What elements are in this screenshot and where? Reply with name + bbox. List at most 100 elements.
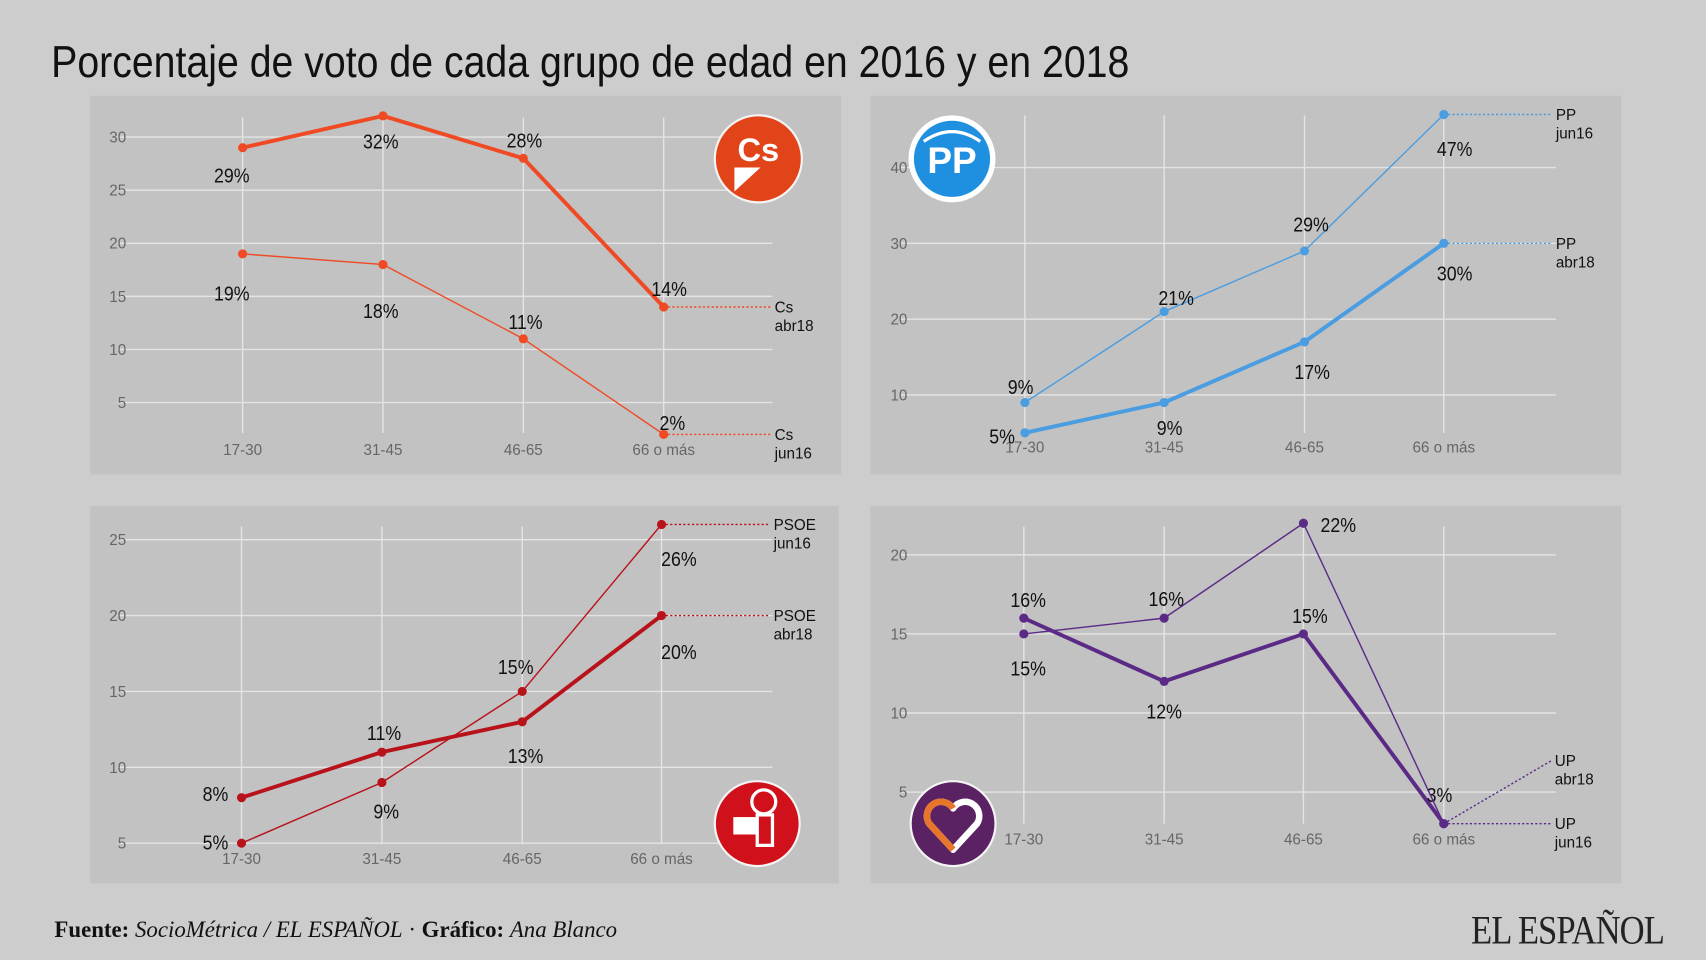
series-end-label: PSOE abr18 xyxy=(774,608,816,643)
series-end-label-line: Cs xyxy=(775,299,794,316)
data-label: 2% xyxy=(660,413,686,436)
data-point xyxy=(1298,518,1308,528)
chart-panel-pp: 10 20 30 40 17-30 31-45 46-65 66 o más 9% 21% 29% 4… xyxy=(870,95,1622,475)
y-tick-label: 10 xyxy=(109,760,126,777)
cs-logo-triangle xyxy=(734,167,761,192)
y-tick-label: 15 xyxy=(109,289,126,306)
series-end-label-line: jun16 xyxy=(1554,835,1592,852)
data-label: 29% xyxy=(214,165,250,188)
data-point xyxy=(518,334,528,344)
series-end-label-line: abr18 xyxy=(1555,772,1594,789)
pp-logo-text: PP xyxy=(927,140,976,181)
pp-logo-gull xyxy=(922,130,982,143)
data-point xyxy=(1159,676,1169,686)
data-label: 12% xyxy=(1146,701,1182,724)
series-end-label: UP abr18 xyxy=(1555,753,1594,788)
data-label: 5% xyxy=(989,427,1015,450)
data-point xyxy=(1019,613,1029,623)
x-tick-label: 46-65 xyxy=(1284,831,1323,848)
data-label: 14% xyxy=(651,279,687,302)
series-end-label: UP jun16 xyxy=(1554,816,1592,851)
y-tick-label: 30 xyxy=(890,236,907,253)
data-label: 11% xyxy=(508,312,542,335)
x-tick-label: 66 o más xyxy=(632,442,695,459)
series-line-up-jun16 xyxy=(1023,522,1445,824)
series-end-label: PP abr18 xyxy=(1556,236,1595,271)
x-tick-label: 31-45 xyxy=(364,442,403,459)
data-point xyxy=(1019,629,1029,639)
footer-credits: Fuente: SocioMétrica / EL ESPAÑOL · Gráf… xyxy=(54,916,617,943)
data-label: 21% xyxy=(1158,288,1194,311)
series-end-label-line: abr18 xyxy=(775,318,814,335)
data-point xyxy=(378,259,388,270)
data-point xyxy=(238,249,248,259)
x-tick-label: 17-30 xyxy=(1004,831,1043,848)
series-end-label-line: UP xyxy=(1555,753,1576,770)
series-end-label-line: jun16 xyxy=(774,445,812,462)
data-point xyxy=(1298,629,1308,639)
data-label: 28% xyxy=(507,130,543,153)
leader-line xyxy=(1443,759,1552,825)
data-label: 8% xyxy=(203,784,229,807)
data-point xyxy=(517,686,527,696)
series-end-label-line: jun16 xyxy=(773,535,811,552)
y-tick-label: 25 xyxy=(109,532,126,549)
series-end-label-line: UP xyxy=(1555,816,1576,833)
x-tick-label: 17-30 xyxy=(222,851,261,868)
data-label: 19% xyxy=(214,284,250,307)
y-tick-label: 20 xyxy=(109,236,126,253)
data-label: 11% xyxy=(367,723,401,746)
up-logo-circle xyxy=(909,780,997,868)
series-end-label-line: PP xyxy=(1556,107,1576,124)
data-label: 26% xyxy=(661,549,697,572)
series-end-label: PP jun16 xyxy=(1555,107,1593,142)
series-line-cs-abr18 xyxy=(242,113,666,309)
data-point xyxy=(377,747,387,757)
psoe-logo-arm xyxy=(755,813,775,848)
data-point xyxy=(1020,397,1030,408)
x-tick-label: 17-30 xyxy=(223,442,262,459)
data-point xyxy=(236,838,247,848)
y-tick-label: 5 xyxy=(899,785,907,802)
data-point xyxy=(518,153,528,163)
data-label: 16% xyxy=(1010,590,1046,613)
data-label: 15% xyxy=(1292,606,1328,629)
separator: · xyxy=(408,916,416,943)
data-label: 15% xyxy=(498,657,534,680)
series-end-label: Cs jun16 xyxy=(774,427,812,462)
chart-panel-psoe: 5 10 15 20 25 17-30 31-45 46-65 66 o más 5% 9% 15% 2… xyxy=(90,505,839,884)
party-logo-pp: PP xyxy=(908,115,996,203)
y-tick-label: 15 xyxy=(109,684,126,701)
series-line-psoe-abr18 xyxy=(240,613,663,800)
graphic-label: Gráfico: xyxy=(421,916,505,943)
data-label: 32% xyxy=(363,131,399,154)
data-point xyxy=(238,143,248,153)
page-title: Porcentaje de voto de cada grupo de edad… xyxy=(51,36,1130,88)
y-tick-label: 20 xyxy=(890,312,907,329)
cs-logo-text: Cs xyxy=(737,131,779,168)
y-tick-label: 5 xyxy=(118,395,126,412)
up-logo-heart-color xyxy=(923,798,956,852)
data-label: 18% xyxy=(363,301,399,324)
y-tick-label: 25 xyxy=(109,183,126,200)
data-point xyxy=(378,111,388,121)
series-end-label: Cs abr18 xyxy=(775,299,814,334)
data-label: 29% xyxy=(1293,214,1329,237)
data-label: 13% xyxy=(508,746,544,769)
y-tick-label: 10 xyxy=(890,705,907,722)
y-tick-label: 30 xyxy=(109,130,126,147)
x-tick-label: 31-45 xyxy=(1145,831,1184,848)
psoe-logo-fist xyxy=(733,817,758,835)
data-point xyxy=(1020,428,1030,438)
data-point xyxy=(1159,397,1169,408)
series-end-label-line: PP xyxy=(1556,236,1576,253)
series-end-label: PSOE jun16 xyxy=(773,517,816,552)
series-end-label-line: abr18 xyxy=(1556,254,1595,271)
source-value: SocioMétrica / EL ESPAÑOL xyxy=(134,916,403,943)
data-label: 17% xyxy=(1294,362,1330,385)
series-end-label-line: PSOE xyxy=(774,517,816,534)
series-end-label-line: PSOE xyxy=(774,608,816,625)
